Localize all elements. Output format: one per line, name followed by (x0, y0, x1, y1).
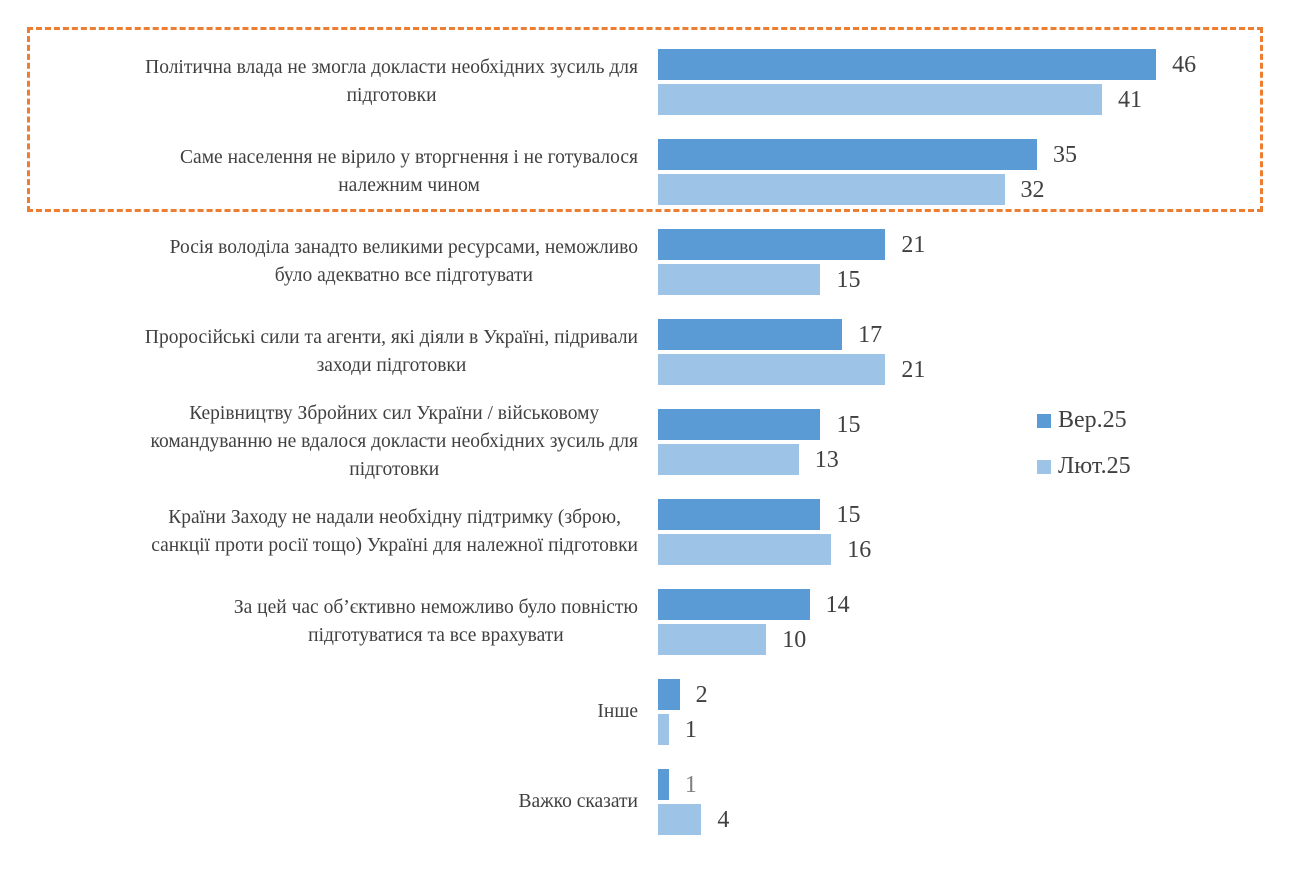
category-label: Країни Заходу не надали необхідну підтри… (151, 504, 638, 560)
data-label: 21 (901, 232, 926, 258)
bar-series-1 (658, 499, 821, 530)
data-label: 16 (847, 537, 872, 563)
category-label-line: підготовки (346, 85, 437, 106)
data-label: 10 (782, 627, 807, 653)
data-label: 4 (717, 807, 730, 833)
bar-series-1 (658, 229, 886, 260)
data-label: 15 (836, 412, 861, 438)
category-label-line: Росія володіла занадто великими ресурсам… (169, 237, 638, 258)
bar-series-2 (658, 174, 1005, 205)
category-label-line: За цей час об’єктивно неможливо було пов… (233, 597, 638, 618)
data-label: 15 (836, 502, 861, 528)
category-label: Інше (597, 698, 638, 726)
data-label: 15 (836, 267, 861, 293)
category-label: Керівництву Збройних сил України / війсь… (150, 400, 638, 484)
bar-series-2 (658, 804, 702, 835)
category-label-line: Саме населення не вірило у вторгнення і … (180, 147, 638, 168)
data-label: 35 (1053, 142, 1078, 168)
category-label-line: Політична влада не змогла докласти необх… (145, 57, 638, 78)
legend-label: Вер.25 (1058, 407, 1127, 433)
bar-series-2 (658, 444, 799, 475)
category-label-line: Країни Заходу не надали необхідну підтри… (168, 507, 621, 528)
bar-series-2 (658, 714, 669, 745)
data-label: 46 (1172, 52, 1197, 78)
category-label-line: підготуватися та все врахувати (308, 625, 564, 646)
data-label: 17 (858, 322, 883, 348)
category-label: Саме населення не вірило у вторгнення і … (180, 144, 638, 200)
legend-item-series-1: Вер.25 (1037, 407, 1127, 434)
data-label: 13 (814, 447, 839, 473)
bar-series-1 (658, 49, 1157, 80)
category-label: Росія володіла занадто великими ресурсам… (170, 234, 638, 290)
bar-series-1 (658, 589, 810, 620)
data-label: 1 (684, 717, 697, 743)
category-label: Важко сказати (518, 788, 638, 816)
legend-item-series-2: Лют.25 (1037, 453, 1131, 480)
category-label-line: Проросійські сили та агенти, які діяли в… (144, 327, 638, 348)
bar-series-2 (658, 354, 886, 385)
data-label: 1 (684, 772, 697, 798)
category-label-line: санкції проти росії тощо) Україні для на… (151, 535, 638, 556)
bar-series-2 (658, 534, 832, 565)
bar-series-2 (658, 84, 1103, 115)
category-label: За цей час об’єктивно неможливо було пов… (234, 594, 638, 650)
category-label-line: було адекватно все підготувати (274, 265, 533, 286)
category-label-line: Керівництву Збройних сил України / війсь… (189, 403, 600, 424)
category-label-line: командуванню не вдалося докласти необхід… (150, 431, 638, 452)
category-label-line: підготовки (349, 459, 440, 480)
data-label: 14 (825, 592, 850, 618)
legend-swatch (1037, 459, 1051, 474)
data-label: 21 (901, 357, 926, 383)
data-label: 2 (695, 682, 708, 708)
category-label-line: Інше (597, 701, 638, 722)
bar-series-1 (658, 409, 821, 440)
data-label: 32 (1020, 177, 1045, 203)
bar-series-1 (658, 679, 680, 710)
category-label: Політична влада не змогла докласти необх… (145, 54, 638, 110)
highlight-dashed-box (27, 27, 1263, 212)
category-label-line: заходи підготовки (316, 355, 467, 376)
category-label: Проросійські сили та агенти, які діяли в… (145, 324, 638, 380)
category-label-line: Важко сказати (518, 791, 638, 812)
bar-series-1 (658, 139, 1038, 170)
bar-series-2 (658, 264, 821, 295)
category-label-line: належним чином (338, 175, 480, 196)
data-label: 41 (1118, 87, 1143, 113)
bar-series-2 (658, 624, 767, 655)
bar-series-1 (658, 769, 669, 800)
bar-series-1 (658, 319, 843, 350)
legend-label: Лют.25 (1058, 453, 1131, 479)
legend-swatch (1037, 413, 1051, 428)
